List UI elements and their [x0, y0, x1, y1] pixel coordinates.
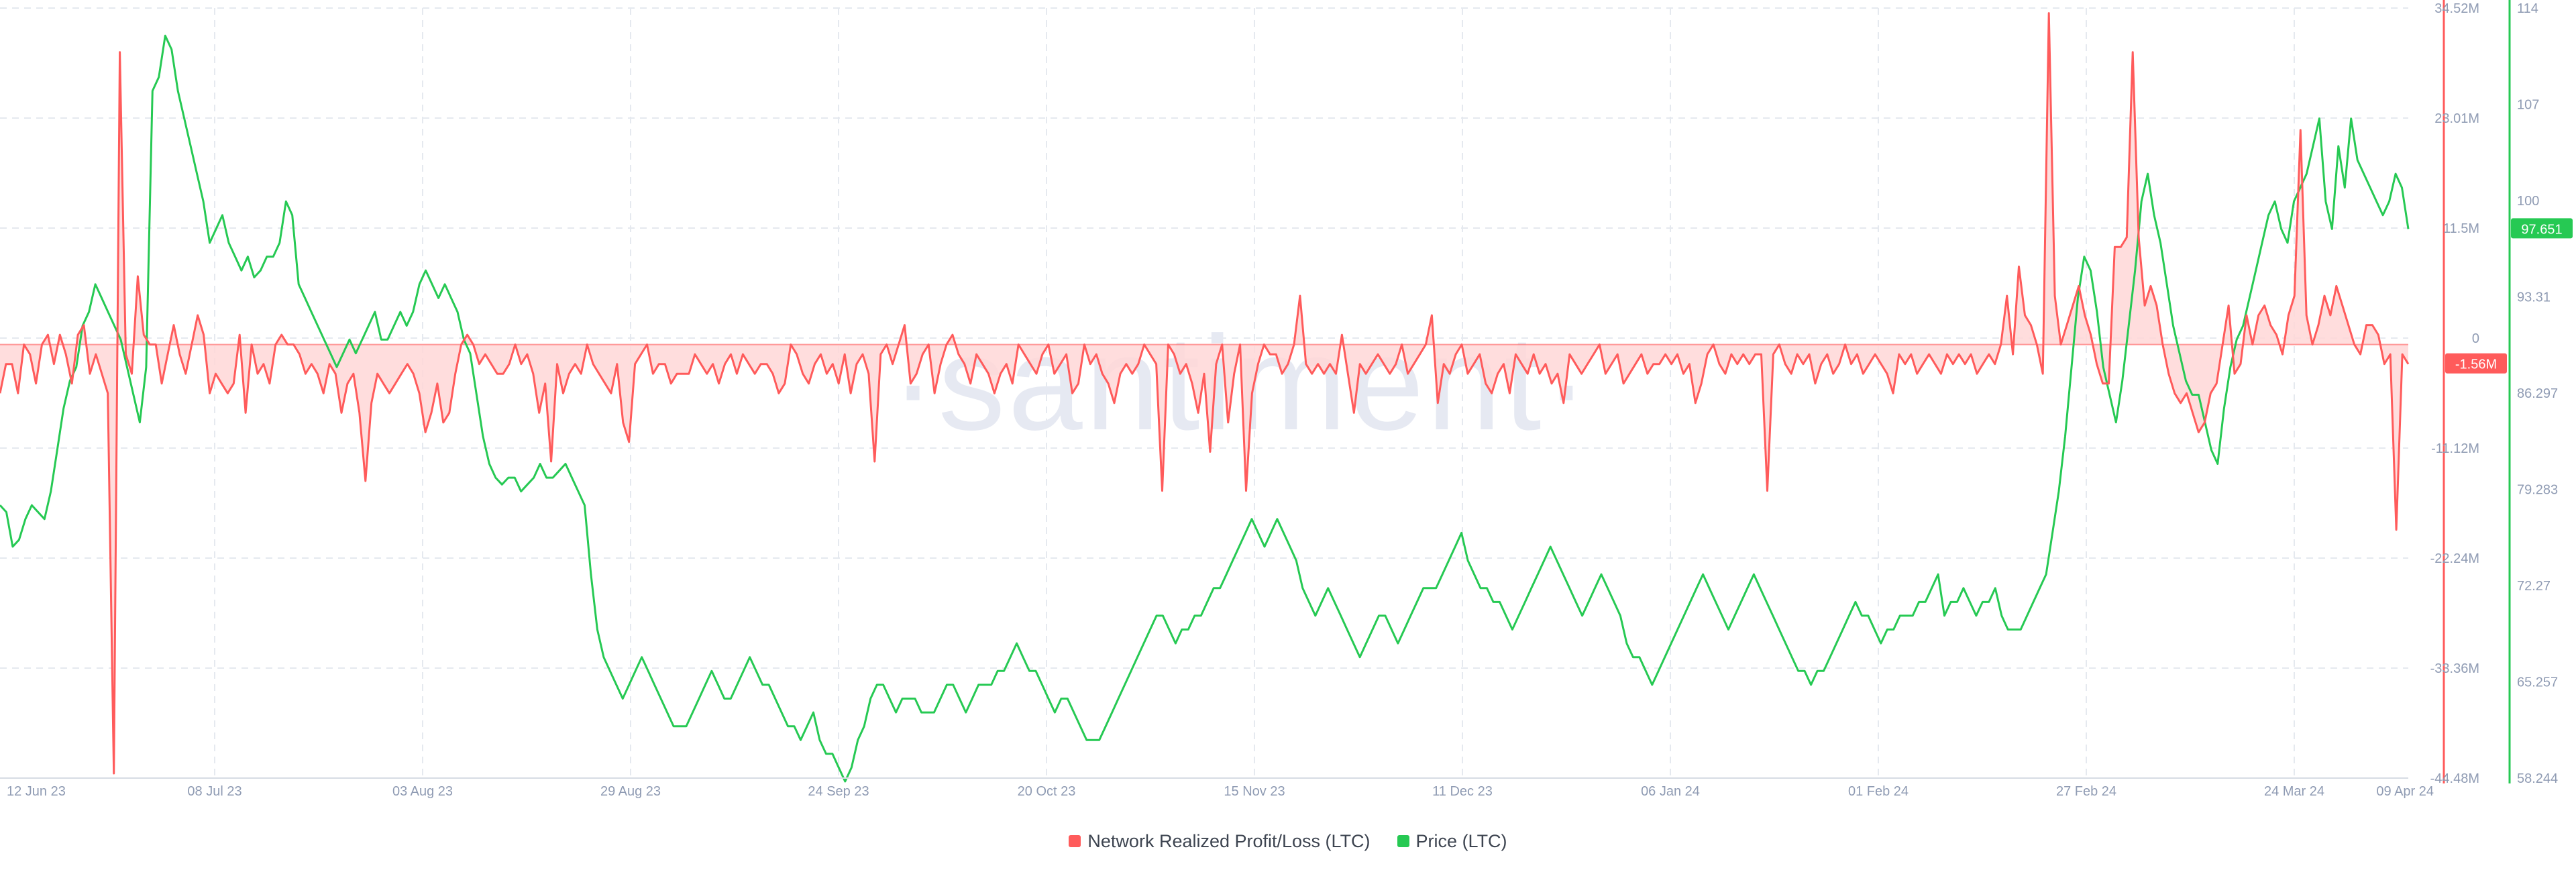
x-tick-label: 20 Oct 23 — [1018, 784, 1076, 799]
y-right-tick-label: 86.297 — [2517, 386, 2558, 401]
x-tick-label: 01 Feb 24 — [1848, 784, 1909, 799]
y-right-tick-label: 79.283 — [2517, 483, 2558, 498]
series-lines — [0, 12, 2410, 783]
price-last-value-badge — [2511, 218, 2573, 239]
x-tick-label: 08 Jul 23 — [187, 784, 241, 799]
nrpl-last-value-label: -1.56M — [2455, 358, 2497, 372]
y-right-tick-label: 65.257 — [2517, 675, 2558, 690]
price-last-value-label: 97.651 — [2521, 222, 2562, 237]
y-right-tick-label: 58.244 — [2517, 771, 2558, 786]
legend-swatch-nrpl — [1069, 835, 1081, 847]
y-right-tick-label: 93.31 — [2517, 290, 2551, 305]
x-tick-label: 24 Mar 24 — [2264, 784, 2324, 799]
chart: ·santiment· 34.52M 23.01M 11.5M 0 -11.12M -22… — [0, 0, 2573, 799]
x-tick-label: 09 Apr 24 — [2376, 784, 2434, 799]
x-tick-label: 29 Aug 23 — [600, 784, 661, 799]
legend-label-nrpl: Network Realized Profit/Loss (LTC) — [1087, 830, 1371, 851]
price-line — [0, 34, 2410, 783]
y-left-tick-label: -22.24M — [2430, 551, 2479, 566]
axes — [0, 0, 2511, 783]
tick-labels: 34.52M 23.01M 11.5M 0 -11.12M -22.24M -33.36M -… — [7, 1, 2558, 799]
x-tick-label: 27 Feb 24 — [2056, 784, 2116, 799]
legend: Network Realized Profit/Loss (LTC) Price… — [0, 828, 2576, 855]
x-tick-label: 03 Aug 23 — [392, 784, 453, 799]
y-left-tick-label: -11.12M — [2431, 441, 2479, 456]
y-left-tick-label: 11.5M — [2443, 221, 2479, 236]
santiment-watermark: ·santiment· — [891, 309, 1591, 458]
y-right-tick-label: 114 — [2517, 1, 2538, 16]
x-tick-label: 24 Sep 23 — [808, 784, 869, 799]
y-left-tick-label: 0 — [2472, 331, 2479, 346]
last-value-badges: -1.56M 97.651 — [2445, 218, 2573, 374]
nrpl-line — [0, 12, 2410, 775]
legend-item-nrpl[interactable]: Network Realized Profit/Loss (LTC) — [1069, 830, 1371, 852]
legend-swatch-price — [1397, 835, 1409, 847]
y-left-tick-label: -33.36M — [2430, 661, 2479, 676]
y-left-tick-label: -44.48M — [2430, 771, 2479, 786]
y-right-tick-label: 107 — [2517, 98, 2539, 113]
legend-label-price: Price (LTC) — [1415, 830, 1507, 851]
y-left-tick-label: 23.01M — [2434, 111, 2479, 126]
nrpl-last-value-badge — [2445, 353, 2507, 374]
nrpl-area — [0, 13, 2408, 774]
x-tick-label: 11 Dec 23 — [1432, 784, 1493, 799]
x-tick-label: 12 Jun 23 — [7, 784, 66, 799]
y-right-tick-label: 72.27 — [2517, 579, 2551, 594]
y-left-tick-label: 34.52M — [2434, 1, 2479, 16]
legend-item-price[interactable]: Price (LTC) — [1397, 831, 1507, 852]
x-tick-label: 06 Jan 24 — [1641, 784, 1700, 799]
y-right-tick-label: 100 — [2517, 194, 2539, 209]
x-tick-label: 15 Nov 23 — [1224, 784, 1285, 799]
